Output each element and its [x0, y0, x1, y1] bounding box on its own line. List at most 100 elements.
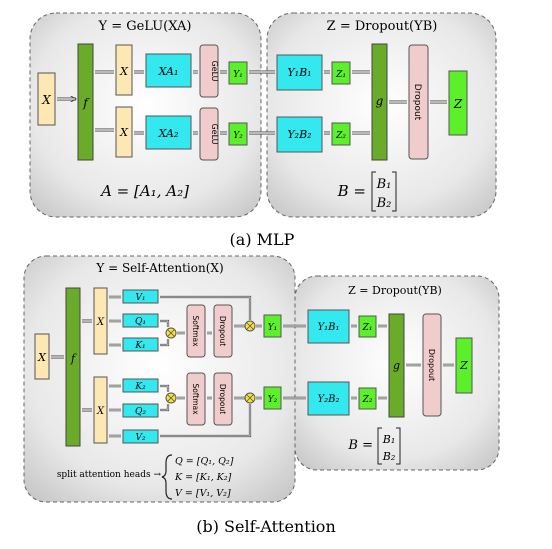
- attn-z: Z: [459, 359, 468, 372]
- attn-k2: K₂: [134, 382, 146, 392]
- attn-yb1-box: [307, 309, 350, 344]
- attn-x-top: X: [96, 317, 105, 328]
- mlp-y1: Y₁: [233, 70, 243, 80]
- attn-right-title: Z = Dropout(YB): [348, 284, 442, 297]
- mlp-b-bracket-right: [392, 171, 397, 212]
- mlp-x-bot-box: [115, 106, 133, 158]
- attn-z1-box: [358, 315, 377, 338]
- mlp-b2: B₂: [376, 196, 392, 211]
- attn-v1-box: [122, 289, 159, 304]
- attn-softmax-top-box: [186, 304, 206, 358]
- attn-g-label: g: [393, 359, 400, 372]
- attn-q1: Q₁: [135, 317, 146, 327]
- mlp-y2-box: [228, 122, 248, 146]
- mlp-f-box: [77, 43, 94, 161]
- attn-left-panel: [23, 255, 296, 503]
- attn-v2: V₂: [135, 433, 145, 443]
- attn-v-equation: V = [V₁, V₂]: [175, 488, 231, 499]
- attn-f-label: f: [70, 352, 77, 365]
- attn-b2: B₂: [382, 450, 396, 463]
- mlp-xa2-box: [145, 115, 192, 150]
- attn-split-label: split attention heads →: [57, 470, 162, 480]
- attn-k1-box: [122, 337, 159, 352]
- mlp-y1-box: [228, 61, 248, 85]
- mlp-b-equation: B =: [337, 182, 366, 200]
- mlp-gelu-bot: GeLU: [210, 123, 219, 144]
- attn-v1: V₁: [135, 293, 145, 303]
- mlp-a-equation: A = [A₁, A₂]: [99, 182, 189, 200]
- attn-split-brace: [161, 454, 173, 500]
- mlp-xa1-box: [145, 53, 192, 88]
- attn-dropout-bot-box: [213, 372, 233, 426]
- attn-yb2: Y₂B₂: [318, 394, 340, 405]
- mlp-dropout: Dropout: [412, 84, 422, 121]
- mlp-yb1-box: [276, 54, 323, 91]
- mlp-yb1: Y₁B₁: [287, 66, 311, 79]
- attn-y1-box: [263, 314, 282, 338]
- mlp-yb2-box: [276, 116, 323, 153]
- mlp-dropout-box: [408, 44, 429, 160]
- attn-k-equation: K = [K₁, K₂]: [174, 472, 232, 483]
- mlp-gelu-bot-box: [199, 107, 219, 161]
- attn-softmax-bot: Softmax: [191, 383, 200, 415]
- mlp-z2: Z₂: [335, 131, 346, 141]
- attn-b-bracket-left: [377, 427, 382, 465]
- attn-q-equation: Q = [Q₁, Q₂]: [175, 456, 234, 467]
- mlp-z2-box: [331, 122, 351, 146]
- mlp-z1: Z₁: [335, 70, 346, 80]
- mlp-x-bot: X: [119, 126, 129, 139]
- attn-y1: Y₁: [268, 323, 278, 333]
- attn-left-title: Y = Self-Attention(X): [95, 261, 223, 275]
- attn-x-bot-box: [93, 376, 108, 444]
- mlp-x-top: X: [119, 65, 129, 78]
- mlp-g-box: [371, 43, 388, 161]
- attn-softmax-bot-box: [186, 372, 206, 426]
- attn-g-box: [388, 313, 405, 418]
- attn-yb2-box: [307, 381, 350, 416]
- attn-dropout-box: [422, 313, 442, 417]
- mlp-diagram: Y = GeLU(XA) Z = Dropout(YB) X f X XA₁ G…: [29, 12, 497, 249]
- attn-b-equation: B =: [347, 438, 373, 453]
- attn-dropout-top: Dropout: [218, 316, 227, 346]
- attn-q1-box: [122, 313, 159, 328]
- mlp-xa2: XA₂: [158, 127, 179, 140]
- attn-b-bracket-right: [396, 427, 401, 465]
- attn-k2-box: [122, 378, 159, 393]
- mlp-yb2: Y₂B₂: [287, 128, 311, 141]
- mlp-gelu-top-box: [199, 44, 219, 98]
- mlp-z1-box: [331, 61, 351, 85]
- attn-q2: Q₂: [135, 407, 146, 417]
- attn-softmax-top: Softmax: [191, 315, 200, 347]
- mlp-z-box: [448, 70, 468, 136]
- attn-x-top-box: [93, 287, 108, 355]
- attn-yb1: Y₁B₁: [318, 322, 340, 333]
- mlp-b-bracket-left: [371, 171, 376, 212]
- mlp-gelu-top: GeLU: [210, 60, 219, 81]
- mlp-y2: Y₂: [233, 131, 243, 141]
- attn-input-x: X: [37, 351, 47, 364]
- attn-y2-box: [263, 386, 282, 410]
- mlp-right-title: Z = Dropout(YB): [327, 19, 438, 34]
- attn-z-box: [455, 337, 473, 394]
- attn-z2: Z₂: [362, 395, 373, 405]
- mlp-f-label: f: [82, 96, 90, 110]
- mlp-left-title: Y = GeLU(XA): [97, 19, 191, 34]
- attention-diagram: Y = Self-Attention(X) Z = Dropout(YB) X …: [23, 255, 500, 536]
- attn-dropout-top-box: [213, 304, 233, 358]
- mlp-z: Z: [453, 97, 463, 111]
- mlp-input-x: X: [41, 93, 51, 107]
- mlp-x-top-box: [115, 44, 133, 96]
- attn-dropout-bot: Dropout: [218, 384, 227, 414]
- attn-f-box: [65, 287, 81, 447]
- attn-q2-box: [122, 403, 159, 418]
- mlp-xa1: XA₁: [158, 65, 179, 78]
- mlp-caption: (a) MLP: [230, 230, 295, 249]
- attn-b1: B₁: [382, 433, 396, 446]
- attn-y2: Y₂: [268, 395, 278, 405]
- mlp-g-label: g: [376, 94, 384, 108]
- attn-caption: (b) Self-Attention: [196, 517, 336, 536]
- mlp-b1: B₁: [376, 177, 392, 192]
- attn-x-bot: X: [96, 406, 105, 417]
- attn-z2-box: [358, 387, 377, 410]
